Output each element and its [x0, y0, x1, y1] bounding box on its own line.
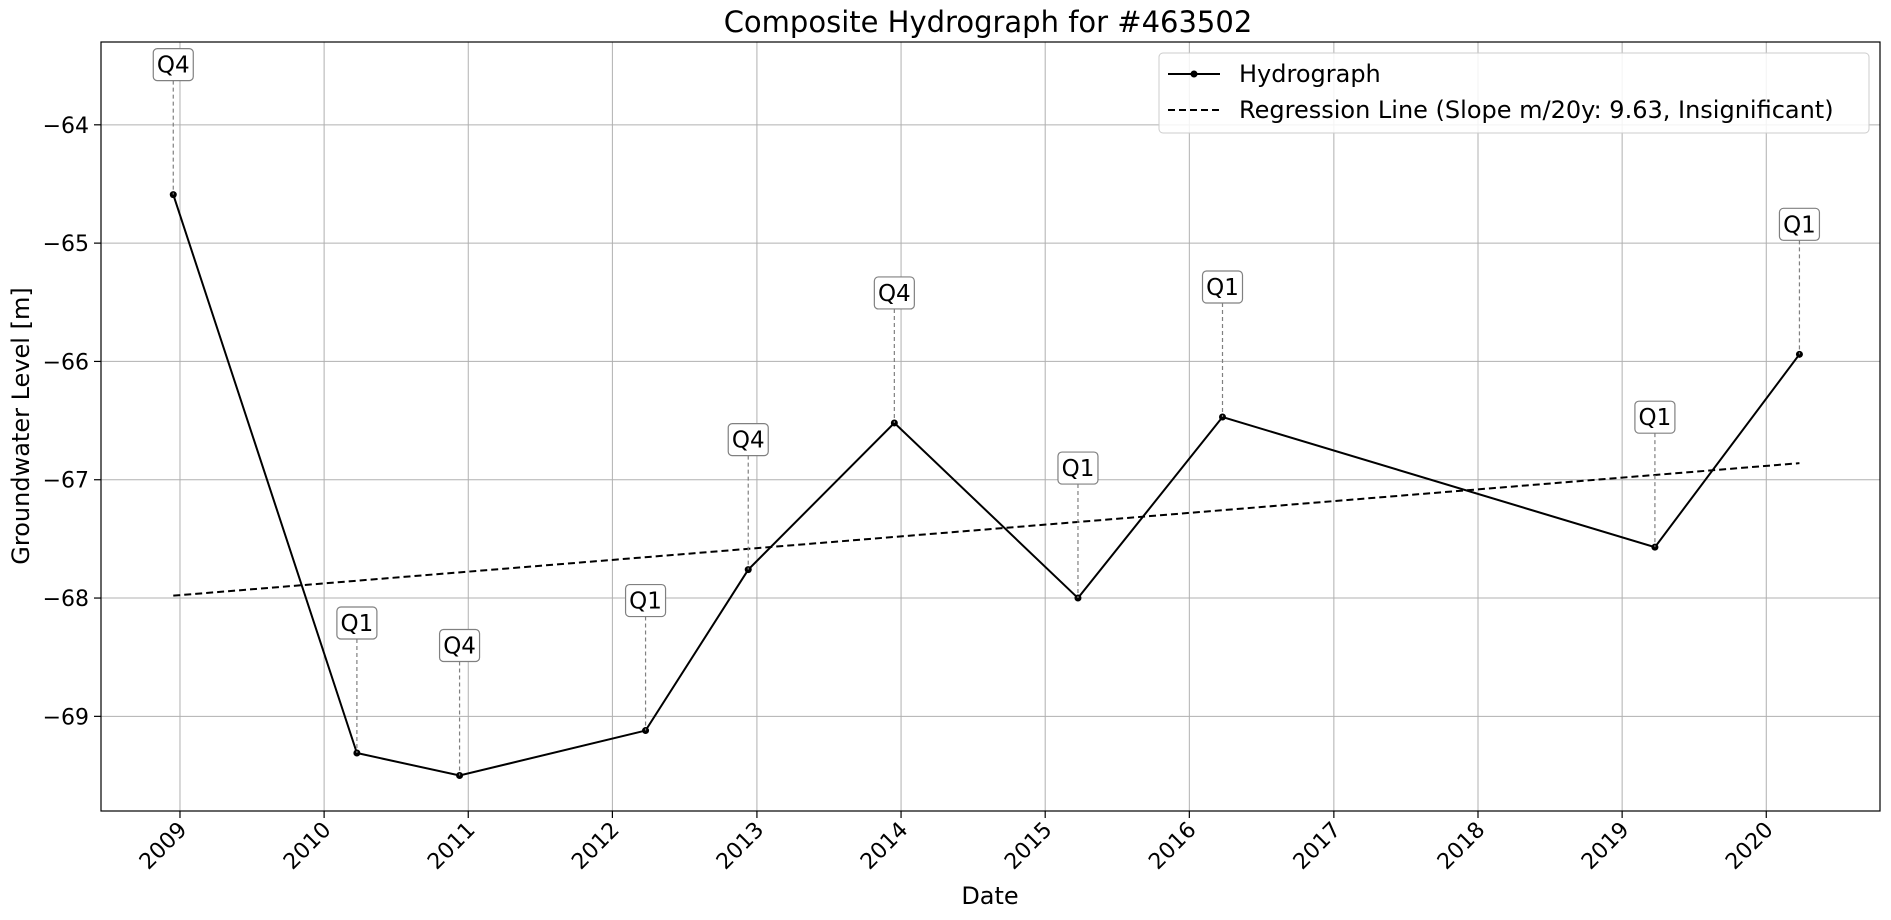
y-tick-label: −65	[43, 232, 89, 257]
annotation-label: Q1	[1062, 456, 1095, 482]
y-axis-label: Groundwater Level [m]	[7, 287, 35, 564]
annotation-label: Q4	[732, 428, 765, 454]
y-tick-label: −69	[43, 705, 89, 730]
annotation-layer: Q4 Q1 Q4 Q1 Q4 Q4 Q1 Q1 Q1 Q1	[152, 48, 1821, 776]
annotation-label: Q4	[878, 281, 911, 307]
annotation-label: Q4	[157, 53, 190, 79]
legend-regression-label: Regression Line (Slope m/20y: 9.63, Insi…	[1239, 96, 1834, 124]
chart-title: Composite Hydrograph for #463502	[724, 5, 1253, 39]
annotation-label: Q1	[341, 611, 374, 637]
legend: Hydrograph Regression Line (Slope m/20y:…	[1158, 52, 1870, 134]
annotation-label: Q1	[1206, 275, 1239, 301]
y-tick-label: −66	[43, 350, 89, 375]
annotation-box	[727, 423, 769, 457]
y-tick-label: −64	[43, 114, 89, 139]
annotation-box	[336, 606, 378, 640]
y-tick-label: −68	[43, 587, 89, 612]
legend-box	[1158, 52, 1870, 134]
annotation-label: Q1	[1639, 405, 1672, 431]
y-tick-label: −67	[43, 469, 89, 494]
x-axis-label: Date	[961, 882, 1018, 910]
annotation-box	[1778, 207, 1821, 241]
annotation-box	[624, 583, 667, 618]
hydrograph-point	[169, 191, 177, 199]
annotation-box	[152, 48, 194, 82]
annotation-label: Q1	[629, 589, 662, 615]
annotation-box	[438, 628, 481, 663]
legend-hydrograph-marker	[1190, 70, 1198, 78]
annotation-label: Q4	[443, 634, 476, 660]
annotation-box	[873, 276, 915, 310]
grid-lines	[101, 42, 1880, 811]
regression-line	[173, 462, 1800, 597]
annotation-box	[1057, 451, 1099, 485]
annotation-label: Q1	[1783, 212, 1816, 238]
annotation-box	[1201, 270, 1244, 304]
series-layer	[169, 191, 1803, 780]
plot-frame	[100, 41, 1881, 812]
annotation-box	[1634, 400, 1676, 434]
legend-hydrograph-label: Hydrograph	[1239, 60, 1381, 88]
hydrograph-line	[172, 194, 1801, 777]
